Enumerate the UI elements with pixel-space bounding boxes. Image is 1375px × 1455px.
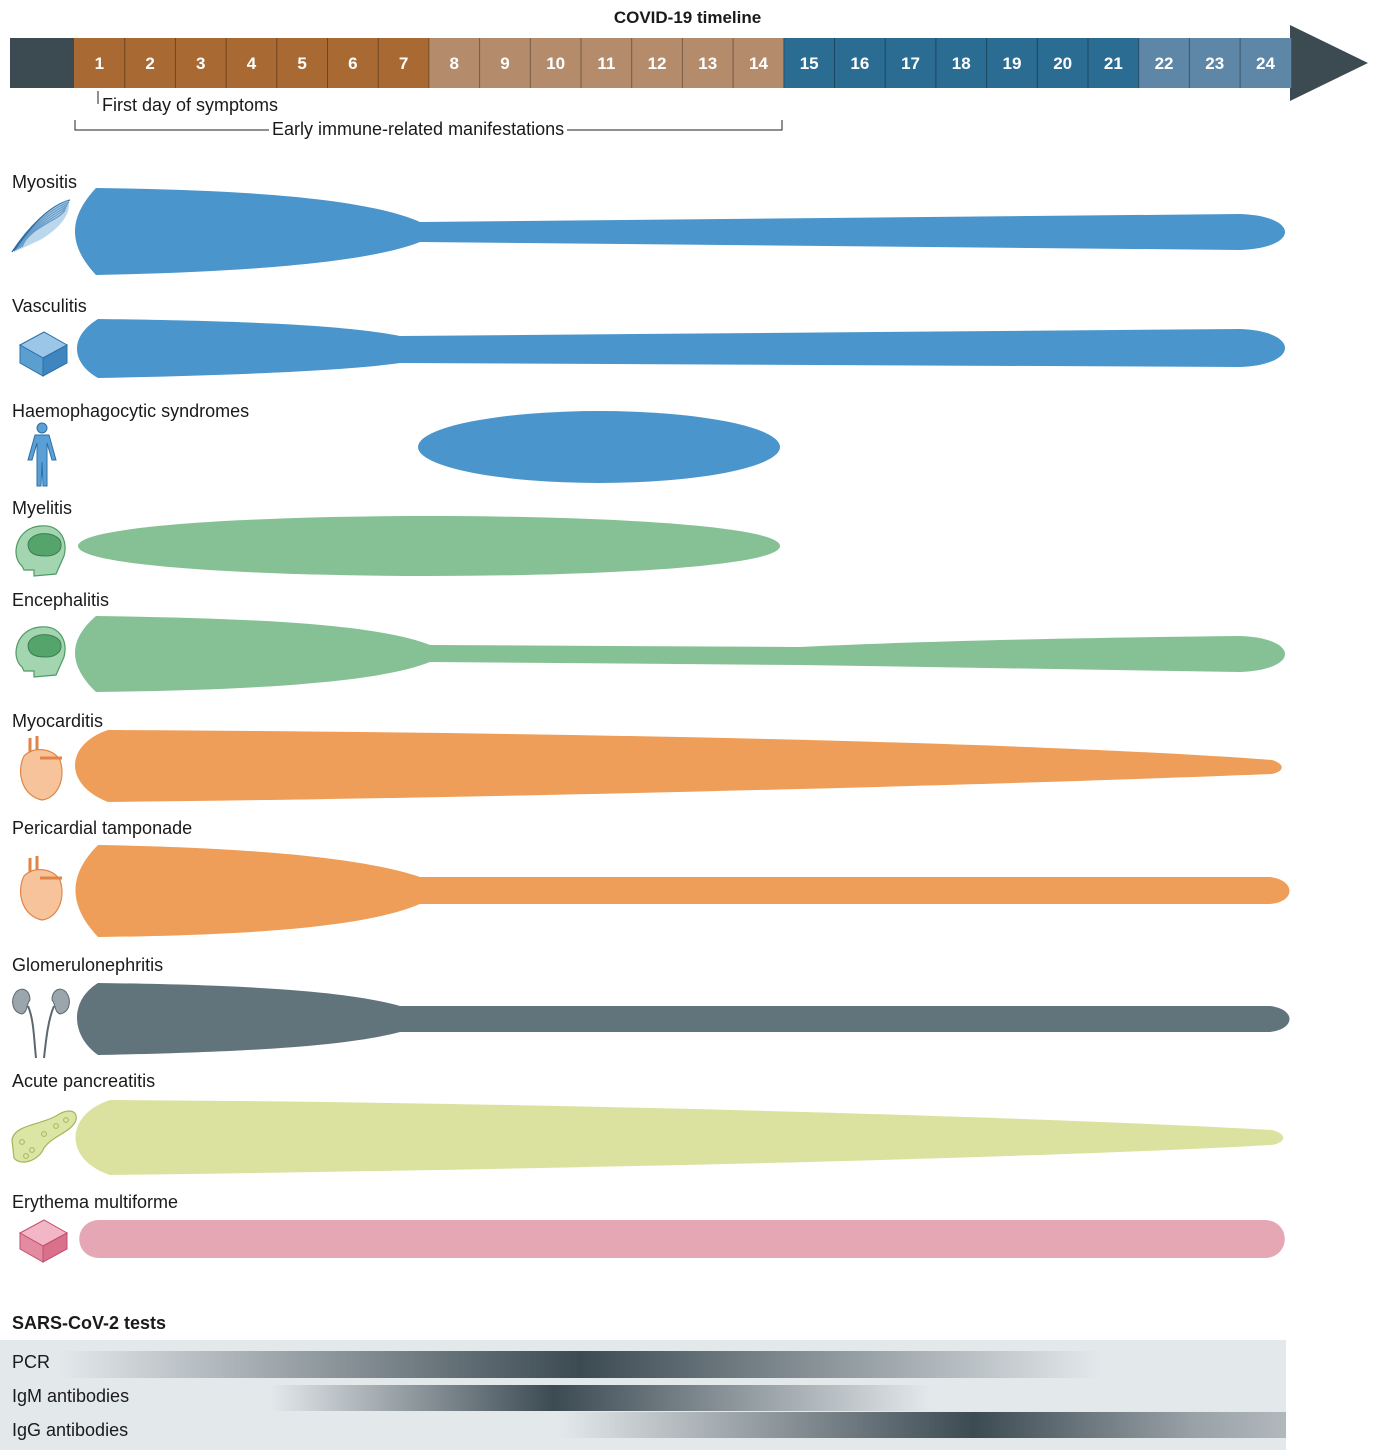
kidney-icon bbox=[12, 988, 70, 1059]
timeline-day-cell bbox=[1240, 38, 1292, 88]
timeline-day-cell bbox=[631, 38, 683, 88]
test-label-igm: IgM antibodies bbox=[12, 1386, 130, 1406]
test-bar-igm bbox=[270, 1385, 930, 1411]
condition-label-haemophagocytic: Haemophagocytic syndromes bbox=[12, 401, 250, 421]
timeline-day-label: 19 bbox=[1002, 54, 1021, 73]
condition-shape bbox=[75, 845, 1290, 937]
pancreas-icon bbox=[11, 1110, 77, 1163]
timeline-day-cell bbox=[327, 38, 379, 88]
timeline-day-cell bbox=[986, 38, 1038, 88]
timeline-day-cell bbox=[1189, 38, 1241, 88]
heart-icon bbox=[20, 856, 63, 921]
timeline-day-label: 14 bbox=[749, 54, 768, 73]
timeline-day-cell bbox=[1088, 38, 1140, 88]
timeline-day-cell bbox=[530, 38, 582, 88]
timeline-day-label: 17 bbox=[901, 54, 920, 73]
timeline-title: COVID-19 timeline bbox=[613, 8, 762, 27]
timeline-day-cell bbox=[834, 38, 886, 88]
timeline-arrow-head bbox=[1289, 25, 1368, 101]
timeline-day-label: 9 bbox=[500, 54, 509, 73]
timeline-start-segment bbox=[10, 38, 74, 88]
timeline-day-cell bbox=[276, 38, 328, 88]
timeline-day-label: 24 bbox=[1256, 54, 1275, 73]
condition-shape bbox=[75, 1100, 1284, 1175]
timeline-day-label: 8 bbox=[450, 54, 459, 73]
timeline-day-label: 7 bbox=[399, 54, 408, 73]
timeline-day-cell bbox=[581, 38, 633, 88]
timeline-day-cell bbox=[479, 38, 531, 88]
timeline-day-label: 1 bbox=[95, 54, 104, 73]
tests-bars bbox=[0, 1340, 1286, 1450]
timeline-day-cell bbox=[124, 38, 176, 88]
muscle-icon bbox=[11, 199, 71, 253]
timeline-day-label: 10 bbox=[546, 54, 565, 73]
timeline-day-cell bbox=[378, 38, 430, 88]
skin-cube-icon bbox=[18, 1219, 69, 1263]
vessel-cube-icon bbox=[18, 331, 69, 377]
condition-shapes bbox=[75, 188, 1290, 1258]
timeline-day-label: 13 bbox=[698, 54, 717, 73]
timeline-day-label: 4 bbox=[247, 54, 257, 73]
condition-label-pericardial-tamponade: Pericardial tamponade bbox=[12, 818, 193, 838]
condition-shape bbox=[75, 188, 1285, 275]
timeline-day-label: 21 bbox=[1104, 54, 1123, 73]
condition-shape bbox=[78, 516, 780, 576]
timeline-day-cell bbox=[1138, 38, 1190, 88]
timeline-day-label: 2 bbox=[145, 54, 154, 73]
condition-label-encephalitis: Encephalitis bbox=[12, 590, 110, 610]
condition-shape bbox=[77, 983, 1290, 1055]
timeline-day-label: 12 bbox=[648, 54, 667, 73]
timeline-day-cell bbox=[1037, 38, 1089, 88]
test-label-igg: IgG antibodies bbox=[12, 1420, 129, 1440]
test-bar-pcr bbox=[60, 1351, 1100, 1378]
timeline-day-label: 11 bbox=[597, 54, 615, 73]
timeline-day-label: 16 bbox=[850, 54, 869, 73]
timeline-day-label: 3 bbox=[196, 54, 205, 73]
timeline-day-cell bbox=[175, 38, 227, 88]
test-label-pcr: PCR bbox=[12, 1352, 51, 1372]
timeline-day-label: 20 bbox=[1053, 54, 1072, 73]
head-brain-icon bbox=[15, 626, 66, 678]
timeline-day-cell bbox=[428, 38, 481, 88]
condition-shape bbox=[75, 730, 1282, 802]
test-bar-igg bbox=[560, 1412, 1286, 1438]
timeline-day-cell bbox=[682, 38, 734, 88]
timeline-day-label: 18 bbox=[952, 54, 971, 73]
timeline-day-label: 5 bbox=[297, 54, 306, 73]
condition-label-myelitis: Myelitis bbox=[12, 498, 73, 518]
first-day-label: First day of symptoms bbox=[102, 95, 279, 115]
condition-label-erythema-multiforme: Erythema multiforme bbox=[12, 1192, 179, 1212]
timeline-day-cell bbox=[226, 38, 278, 88]
timeline-day-cell bbox=[783, 38, 835, 88]
condition-shape bbox=[418, 411, 780, 483]
condition-icons bbox=[11, 199, 77, 1263]
condition-label-glomerulonephritis: Glomerulonephritis bbox=[12, 955, 164, 975]
condition-label-myocarditis: Myocarditis bbox=[12, 711, 104, 731]
condition-shape bbox=[79, 1220, 1285, 1258]
timeline-day-cell bbox=[74, 38, 126, 88]
condition-shape bbox=[77, 319, 1285, 378]
timeline-day-cell bbox=[885, 38, 937, 88]
timeline-bar: 1 2 3 4 5 6 7 8 9 10 11 12 13 14 15 16 17 18 19 20 21 22 23 24 bbox=[10, 25, 1368, 131]
timeline-day-cell bbox=[935, 38, 988, 88]
timeline-day-label: 22 bbox=[1155, 54, 1174, 73]
human-body-icon bbox=[27, 422, 57, 487]
heart-icon bbox=[20, 736, 63, 801]
condition-shape bbox=[75, 616, 1285, 692]
timeline-day-label: 23 bbox=[1205, 54, 1224, 73]
tests-title: SARS-CoV-2 tests bbox=[12, 1313, 167, 1333]
early-manifestations-label: Early immune-related manifestations bbox=[269, 119, 568, 140]
timeline-day-cell bbox=[733, 38, 785, 88]
condition-label-acute-pancreatitis: Acute pancreatitis bbox=[12, 1071, 156, 1091]
head-brain-icon bbox=[15, 525, 66, 577]
condition-label-vasculitis: Vasculitis bbox=[12, 296, 87, 316]
timeline-day-label: 15 bbox=[800, 54, 819, 73]
timeline-day-label: 6 bbox=[348, 54, 357, 73]
condition-label-myositis: Myositis bbox=[12, 172, 78, 192]
